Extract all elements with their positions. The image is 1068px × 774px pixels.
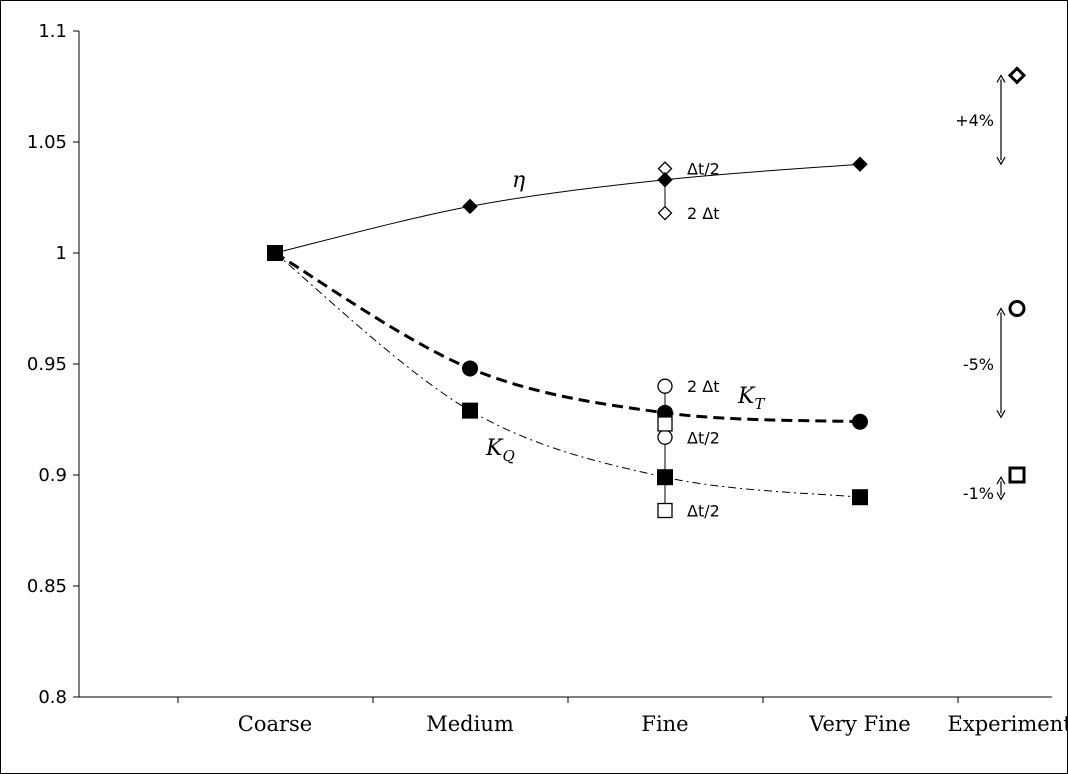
series-line-eta	[274, 163, 861, 254]
timestep-label: Δt/2	[687, 160, 720, 179]
markers	[267, 156, 868, 519]
timestep-marker-kt	[657, 378, 673, 394]
x-tick-label: Very Fine	[808, 712, 910, 736]
experiment-marker-kt	[1008, 300, 1026, 317]
timestep-marker-kq	[657, 502, 673, 519]
timestep-label: 2 Δt	[687, 377, 719, 396]
y-tick-label: 1	[56, 243, 67, 264]
tick-labels: 0.8 0.85 0.9 0.95 1 1.05 1.1 Coarse Medium Fine Ve…	[27, 21, 1068, 736]
arrow-head-up	[996, 307, 1006, 316]
axes	[73, 30, 1052, 703]
data-point-kq	[657, 469, 673, 486]
timestep-label: Δt/2	[687, 428, 720, 447]
difference-arrow-eta	[996, 74, 1006, 166]
arrow-head-down	[996, 409, 1006, 419]
timestep-marker-kt	[657, 429, 673, 445]
series-label-kq: KQ	[485, 436, 515, 465]
timestep-marker-kq	[657, 416, 673, 432]
arrow-head-down	[996, 156, 1006, 166]
y-tick-label: 0.95	[27, 354, 67, 375]
data-point-eta	[462, 198, 478, 215]
experiment-marker-kq	[1008, 466, 1026, 484]
difference-label-eta: +4%	[955, 111, 994, 130]
x-tick-label: Fine	[641, 712, 688, 736]
difference-label-kq: -1%	[963, 484, 994, 503]
data-point-eta	[852, 156, 868, 172]
x-tick-label: Medium	[426, 712, 514, 736]
arrow-head-up	[996, 74, 1006, 83]
timestep-label: Δt/2	[687, 502, 720, 521]
data-point-kt	[462, 360, 478, 377]
difference-arrow-kt	[996, 307, 1006, 419]
data-point-eta	[657, 172, 673, 188]
y-tick-label: 1.05	[27, 132, 67, 153]
experiment-markers	[1007, 66, 1027, 484]
data-point-kq	[852, 489, 868, 506]
timestep-label: 2 Δt	[687, 204, 719, 223]
series-line-kt	[274, 251, 861, 424]
experiment-marker-eta	[1007, 66, 1027, 85]
series-label-eta: η	[512, 168, 525, 193]
y-tick-label: 0.85	[27, 576, 67, 597]
series-lines	[274, 163, 861, 498]
data-point-kt	[852, 413, 868, 430]
y-tick-label: 0.8	[38, 687, 67, 708]
series-label-kt: KT	[737, 384, 765, 413]
arrow-head-down	[996, 492, 1006, 501]
y-tick-label: 1.1	[38, 21, 67, 42]
x-tick-label: Coarse	[238, 712, 312, 736]
y-tick-label: 0.9	[38, 465, 67, 486]
timestep-marker-eta	[657, 205, 673, 221]
difference-arrow-kq	[996, 476, 1006, 501]
x-tick-label: Experiments	[948, 712, 1068, 736]
data-point-kq	[462, 402, 478, 419]
arrow-head-up	[996, 476, 1006, 485]
annotations: Δt/2 2 Δt +4% 2 Δt Δt/2 -5% Δt/2 -1%	[687, 74, 1006, 521]
difference-label-kt: -5%	[963, 355, 994, 374]
data-point-kq	[267, 245, 283, 261]
